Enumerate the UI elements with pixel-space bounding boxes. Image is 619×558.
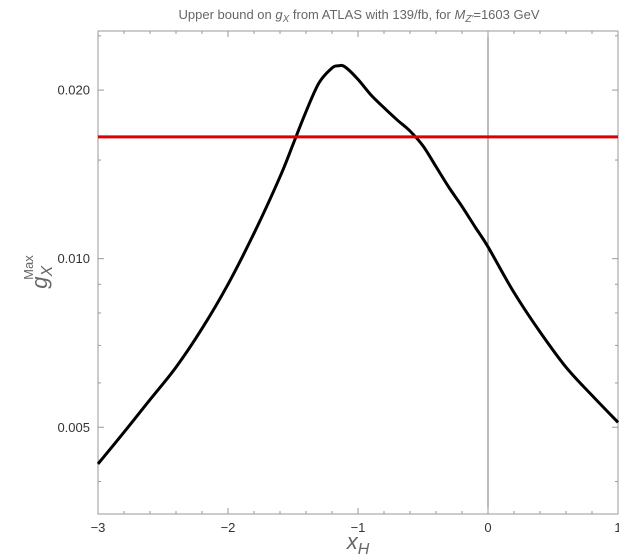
x-tick-label: −3 [91,520,106,535]
chart-title: Upper bound on gX from ATLAS with 139/fb… [179,7,540,25]
y-label-symbol: g [27,276,52,289]
x-label-subscript: H [358,541,370,558]
title-g-symbol: g [275,7,283,22]
y-tick-label: 0.020 [57,83,90,98]
y-axis-label: gXMax [21,255,56,289]
series-group [96,63,619,465]
x-tick-label: −1 [351,520,366,535]
x-tick-label: 0 [484,520,491,535]
title-m-subscript: Z' [464,14,474,25]
y-tick-label: 0.005 [57,420,90,435]
upper-bound-curve [96,63,619,465]
plot-frame [97,30,619,515]
title-g-subscript: X [282,14,290,25]
x-label-symbol: x [346,529,359,554]
x-tick-label: 1 [614,520,619,535]
y-label-subscript: X [39,264,56,277]
title-text-2: from ATLAS with 139/fb, for [289,7,454,22]
x-axis-ticks: −3 −2 −1 0 1 [91,31,619,535]
y-label-superscript: Max [21,255,36,280]
y-axis-ticks: 0.005 0.010 0.020 [57,35,618,483]
title-m-symbol: M [454,7,465,22]
x-tick-label: −2 [221,520,236,535]
y-tick-label: 0.010 [57,251,90,266]
title-text-3: =1603 GeV [473,7,539,22]
title-text-1: Upper bound on [179,7,276,22]
x-axis-label: xH [346,529,370,558]
